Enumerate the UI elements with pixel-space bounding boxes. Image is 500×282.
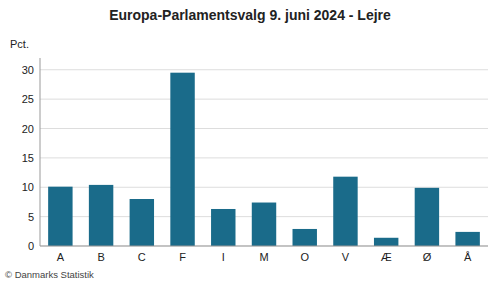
x-tick-label: F bbox=[179, 251, 186, 263]
y-tick-label: 15 bbox=[22, 152, 34, 164]
y-axis-line bbox=[40, 58, 41, 246]
bar bbox=[170, 73, 194, 246]
x-tick-label: I bbox=[222, 251, 225, 263]
bar bbox=[333, 177, 357, 246]
x-tick-label: M bbox=[259, 251, 268, 263]
bar bbox=[374, 238, 398, 246]
grid-line bbox=[40, 69, 488, 70]
y-tick-label: 20 bbox=[22, 123, 34, 135]
y-tick-label: 30 bbox=[22, 64, 34, 76]
x-tick-label: Æ bbox=[381, 251, 392, 263]
bar bbox=[293, 229, 317, 246]
bar bbox=[89, 185, 113, 246]
grid-line bbox=[40, 157, 488, 158]
chart-container: Europa-Parlamentsvalg 9. juni 2024 - Lej… bbox=[0, 0, 500, 282]
x-axis-line bbox=[40, 246, 488, 247]
bar bbox=[252, 203, 276, 246]
grid-line bbox=[40, 246, 488, 247]
bars bbox=[48, 73, 480, 246]
x-tick-label: V bbox=[342, 251, 350, 263]
bar bbox=[415, 188, 439, 246]
y-axis-label: Pct. bbox=[10, 38, 29, 50]
x-tick-label: A bbox=[57, 251, 65, 263]
bar bbox=[211, 209, 235, 246]
grid-line bbox=[40, 128, 488, 129]
bar bbox=[48, 187, 72, 246]
x-tick-label: B bbox=[97, 251, 104, 263]
grid bbox=[40, 70, 488, 246]
x-tick-label: Ø bbox=[423, 251, 432, 263]
x-tick-label: C bbox=[138, 251, 146, 263]
y-tick-label: 5 bbox=[28, 211, 34, 223]
y-tick-label: 25 bbox=[22, 93, 34, 105]
y-tick-label: 10 bbox=[22, 181, 34, 193]
bar bbox=[455, 232, 479, 246]
y-tick-label: 0 bbox=[28, 240, 34, 252]
chart: Europa-Parlamentsvalg 9. juni 2024 - Lej… bbox=[0, 0, 500, 282]
grid-line bbox=[40, 99, 488, 100]
title: Europa-Parlamentsvalg 9. juni 2024 - Lej… bbox=[109, 7, 391, 23]
footer: © Danmarks Statistik bbox=[5, 269, 94, 280]
x-tick-label: O bbox=[300, 251, 309, 263]
x-tick-label: Å bbox=[464, 251, 472, 263]
bar bbox=[130, 199, 154, 246]
